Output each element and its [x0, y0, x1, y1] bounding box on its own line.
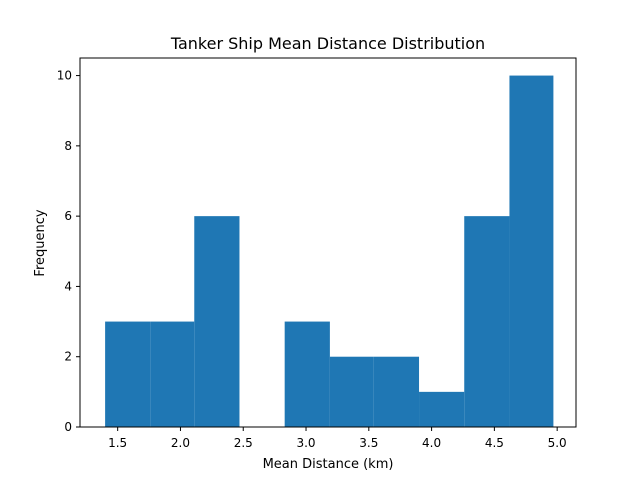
- bars-group: [105, 75, 554, 428]
- histogram-bar: [284, 321, 330, 427]
- y-ticks-group: 0 2 4 6 8 10: [57, 69, 80, 434]
- y-tick-label: 0: [64, 420, 72, 434]
- y-axis-label: Frequency: [33, 209, 48, 276]
- x-tick-label: 5.0: [548, 436, 567, 450]
- histogram-bar: [329, 356, 374, 427]
- histogram-bar: [419, 391, 465, 427]
- histogram-bar: [373, 356, 420, 427]
- histogram-bar: [509, 75, 554, 428]
- histogram-bar: [194, 216, 240, 427]
- plot-frame: [79, 57, 577, 428]
- y-tick-label: 6: [64, 209, 72, 223]
- x-tick-label: 1.5: [108, 436, 127, 450]
- x-tick-label: 4.0: [422, 436, 441, 450]
- histogram-bar: [105, 321, 151, 427]
- x-tick-label: 4.5: [485, 436, 504, 450]
- y-tick-label: 2: [64, 350, 72, 364]
- y-tick-label: 4: [64, 279, 72, 293]
- histogram-bar: [150, 321, 195, 427]
- x-tick-label: 2.0: [171, 436, 190, 450]
- histogram-bar: [464, 216, 510, 427]
- x-tick-label: 3.5: [359, 436, 378, 450]
- x-axis-label: Mean Distance (km): [263, 457, 394, 472]
- y-tick-label: 10: [57, 69, 72, 83]
- x-tick-label: 2.5: [234, 436, 253, 450]
- y-tick-label: 8: [64, 139, 72, 153]
- x-tick-label: 3.0: [296, 436, 315, 450]
- chart-title: Tanker Ship Mean Distance Distribution: [170, 34, 485, 53]
- x-ticks-group: 1.5 2.0 2.5 3.0 3.5 4.0 4.5 5.0: [108, 427, 567, 450]
